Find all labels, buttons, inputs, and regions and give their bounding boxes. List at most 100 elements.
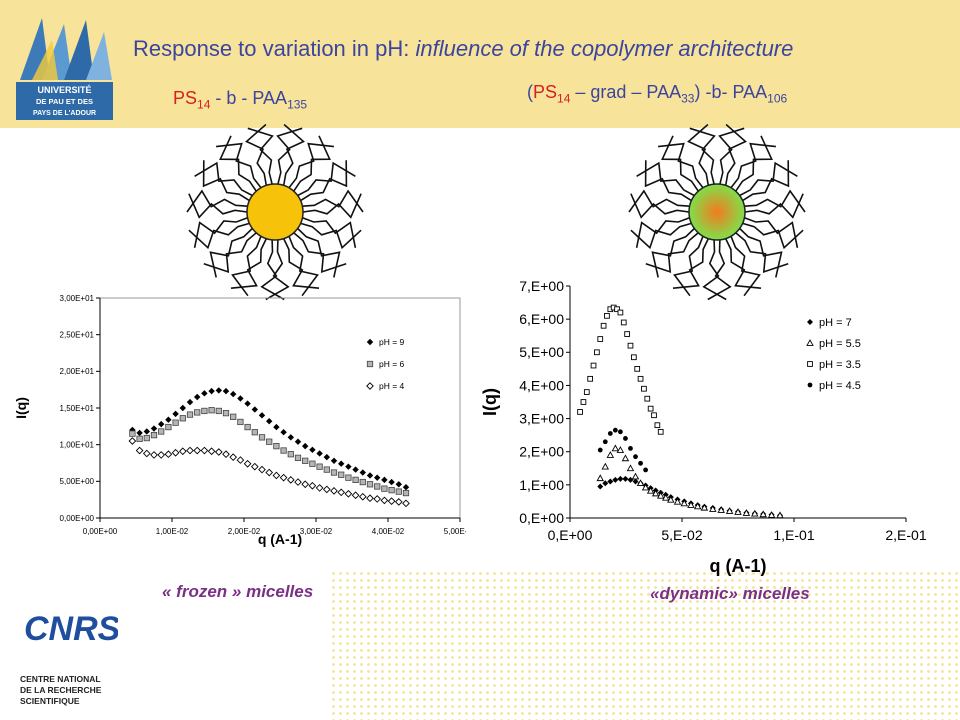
data-point: [135, 446, 144, 455]
data-point: [402, 484, 410, 491]
x-tick-label: 2,E-01: [885, 527, 926, 543]
y-tick-label: 3,E+00: [519, 410, 564, 426]
data-point: [807, 361, 813, 367]
y-tick-label: 1,E+00: [519, 477, 564, 493]
university-pau-logo: UNIVERSITÉ DE PAU ET DES PAYS DE L'ADOUR: [12, 10, 117, 122]
polymer-chain: [260, 239, 285, 301]
data-point: [258, 412, 266, 419]
data-point: [602, 439, 608, 445]
polymer-chain: [194, 161, 253, 197]
data-point: [611, 444, 620, 452]
data-point: [236, 456, 245, 464]
data-point: [208, 387, 215, 395]
data-point: [604, 312, 610, 319]
polymer-chain: [644, 160, 692, 202]
data-point: [294, 438, 302, 445]
data-point: [638, 460, 643, 466]
data-point: [644, 395, 651, 402]
data-point: [366, 481, 374, 488]
data-point: [580, 399, 587, 405]
polymer-chain: [219, 135, 257, 192]
series-ph-3-5: [577, 304, 664, 435]
data-point: [230, 413, 237, 420]
polymer-chain: [724, 123, 747, 186]
data-point: [394, 498, 403, 506]
polymer-chain: [247, 127, 274, 185]
legend-label: pH = 3.5: [819, 359, 861, 371]
polymer-chain: [735, 232, 789, 274]
slide-title: Response to variation in pH: influence o…: [133, 36, 793, 62]
data-point: [647, 405, 654, 412]
right-paa2-sub: 106: [767, 91, 788, 106]
data-point: [680, 499, 689, 507]
data-point: [624, 331, 630, 337]
data-point: [179, 404, 186, 412]
data-point: [646, 486, 655, 494]
header-band: [0, 0, 960, 128]
data-point: [194, 409, 201, 416]
data-point: [636, 479, 645, 487]
data-point: [637, 375, 644, 382]
polymer-chains: [186, 123, 364, 301]
data-point: [634, 366, 641, 372]
data-point: [596, 474, 605, 482]
data-point: [618, 429, 623, 435]
data-point: [294, 454, 302, 461]
y-tick-label: 7,E+00: [519, 278, 564, 294]
data-point: [142, 449, 151, 458]
data-point: [583, 389, 590, 395]
data-point: [258, 434, 266, 441]
left-ps: PS: [173, 88, 198, 108]
logo-line-1: UNIVERSITÉ: [37, 85, 91, 95]
polymer-chain: [687, 123, 710, 186]
polymer-chain: [302, 217, 357, 248]
x-axis-label: q (A-1): [258, 531, 302, 547]
y-tick-label: 2,E+00: [519, 444, 564, 460]
polymer-chain: [630, 193, 690, 219]
data-point: [621, 454, 630, 462]
data-point: [601, 462, 610, 470]
data-point: [614, 306, 620, 313]
polymer-chains: [628, 123, 806, 301]
right-ps-sub: 14: [557, 91, 571, 106]
y-tick-label: 4,E+00: [519, 377, 564, 393]
title-italic: influence of the copolymer architecture: [415, 36, 794, 61]
data-point: [251, 429, 258, 436]
polymer-chain: [202, 160, 250, 202]
series-ph-6: [129, 407, 410, 497]
data-point: [157, 451, 166, 459]
polymer-chain: [628, 189, 690, 213]
data-point: [172, 410, 179, 418]
series-ph-4: [128, 437, 410, 508]
polymer-chain: [293, 135, 331, 192]
data-point: [597, 447, 603, 453]
data-point: [656, 491, 665, 499]
data-point: [158, 420, 165, 428]
data-point: [309, 446, 316, 453]
data-point: [387, 497, 396, 505]
polymer-chain: [188, 222, 250, 250]
cnrs-logo: CNRS CENTRE NATIONAL DE LA RECHERCHE SCI…: [20, 610, 118, 706]
legend-label: pH = 9: [379, 337, 405, 347]
data-point: [150, 425, 158, 432]
data-point: [186, 446, 194, 455]
data-point: [286, 476, 295, 484]
data-point: [338, 471, 345, 478]
x-axis-label: q (A-1): [710, 556, 767, 576]
polymer-chain: [739, 161, 798, 197]
data-point: [258, 465, 266, 474]
data-point: [200, 446, 209, 455]
polymer-chain: [724, 238, 762, 289]
logo-line-2: DE PAU ET DES: [36, 97, 93, 106]
x-tick-label: 1,E-01: [773, 527, 814, 543]
data-point: [577, 409, 583, 415]
right-scattering-chart: 0,E+00 1,E+00 2,E+00 3,E+00 4,E+00 5,E+00 6,E+…: [480, 278, 927, 576]
data-point: [215, 407, 222, 415]
data-point: [172, 419, 179, 426]
polymer-chain: [742, 222, 804, 250]
data-point: [590, 362, 597, 369]
polymer-chain: [744, 189, 806, 213]
data-point: [381, 485, 388, 492]
data-point: [759, 510, 767, 518]
data-point: [631, 472, 640, 480]
